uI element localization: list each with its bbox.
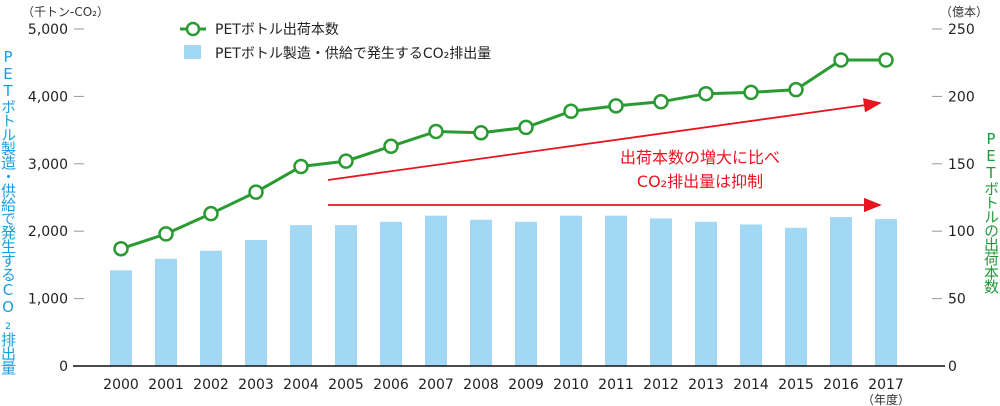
left-tick-label: 1,000 — [28, 292, 68, 308]
bar-2015 — [785, 227, 807, 366]
x-tick-label: 2015 — [778, 377, 814, 393]
bar-2004 — [290, 225, 312, 366]
x-tick-label: 2016 — [823, 377, 859, 393]
legend-line-marker — [185, 21, 201, 37]
left-tick-label: 4,000 — [28, 89, 68, 105]
bar-2005 — [335, 225, 357, 366]
bar-2006 — [380, 221, 402, 366]
x-tick-label: 2009 — [508, 377, 544, 393]
line-point-2007 — [428, 123, 444, 140]
bar-2010 — [560, 215, 582, 366]
line-point-2009 — [518, 119, 534, 136]
bar-2007 — [425, 215, 447, 366]
annotation-text: CO₂排出量は抑制 — [637, 172, 763, 191]
left-axis-unit: （千トン-CO₂） — [22, 5, 109, 19]
line-point-2002 — [203, 205, 219, 222]
x-tick-label: 2010 — [553, 377, 589, 393]
bar-2016 — [830, 217, 852, 366]
x-tick-label: 2007 — [418, 377, 454, 393]
bar-2003 — [245, 239, 267, 366]
right-tick-label: 150 — [948, 157, 975, 173]
line-point-2004 — [293, 158, 309, 175]
line-point-2000 — [113, 240, 129, 257]
bar-2002 — [200, 250, 222, 366]
left-tick-label: 3,000 — [28, 157, 68, 173]
line-point-2016 — [833, 52, 849, 68]
right-tick-label: 0 — [948, 359, 957, 375]
x-tick-label: 2005 — [328, 377, 364, 393]
line-point-2003 — [248, 184, 264, 200]
x-tick-label: 2012 — [643, 377, 679, 393]
x-tick-label: 2002 — [193, 377, 229, 393]
upward-arrow — [327, 98, 882, 181]
line-point-2012 — [653, 94, 669, 110]
x-axis-unit: （年度） — [862, 392, 910, 406]
right-axis-label: PETボトルの出荷本数 — [982, 130, 1000, 293]
line-point-2014 — [743, 84, 759, 101]
bar-2013 — [695, 221, 717, 366]
line-point-2017 — [878, 52, 894, 68]
line-point-2005 — [338, 153, 354, 169]
line-point-2001 — [158, 226, 174, 242]
x-tick-label: 2001 — [148, 377, 184, 393]
line-point-2006 — [383, 138, 399, 155]
x-tick-label: 2011 — [598, 377, 634, 393]
line-point-2011 — [608, 98, 624, 114]
right-tick-label: 200 — [948, 89, 975, 105]
left-tick-label: 5,000 — [28, 22, 68, 38]
annotation-text: 出荷本数の増大に比べ — [620, 148, 780, 167]
right-axis-unit: （億本） — [940, 5, 988, 19]
right-tick-label: 100 — [948, 224, 975, 240]
bar-2001 — [155, 258, 177, 366]
bar-2017 — [875, 219, 897, 366]
line-point-2015 — [788, 81, 804, 98]
legend-line-label: PETボトル出荷本数 — [215, 22, 339, 38]
left-tick-label: 0 — [59, 359, 68, 375]
bar-2014 — [740, 224, 762, 366]
line-point-2010 — [563, 103, 579, 119]
legend-bar-label: PETボトル製造・供給で発生するCO₂排出量 — [215, 46, 491, 62]
line-point-2008 — [473, 125, 489, 141]
right-tick-label: 250 — [948, 22, 975, 38]
x-tick-label: 2014 — [733, 377, 769, 393]
bar-2008 — [470, 219, 492, 366]
right-tick-label: 50 — [948, 292, 966, 308]
x-tick-label: 2017 — [868, 377, 904, 393]
line-point-2013 — [698, 85, 714, 102]
bar-2012 — [650, 218, 672, 366]
bar-2011 — [605, 215, 627, 366]
x-tick-label: 2004 — [283, 377, 319, 393]
x-tick-label: 2008 — [463, 377, 499, 393]
left-axis-label: PETボトル製造・供給で発生するCO₂排出量 — [0, 48, 17, 374]
x-tick-label: 2006 — [373, 377, 409, 393]
x-tick-label: 2003 — [238, 377, 274, 393]
left-tick-label: 2,000 — [28, 224, 68, 240]
bar-2009 — [515, 221, 537, 366]
legend-bar-swatch — [184, 45, 201, 59]
bar-2000 — [110, 270, 132, 366]
x-tick-label: 2013 — [688, 377, 724, 393]
x-tick-label: 2000 — [103, 377, 139, 393]
